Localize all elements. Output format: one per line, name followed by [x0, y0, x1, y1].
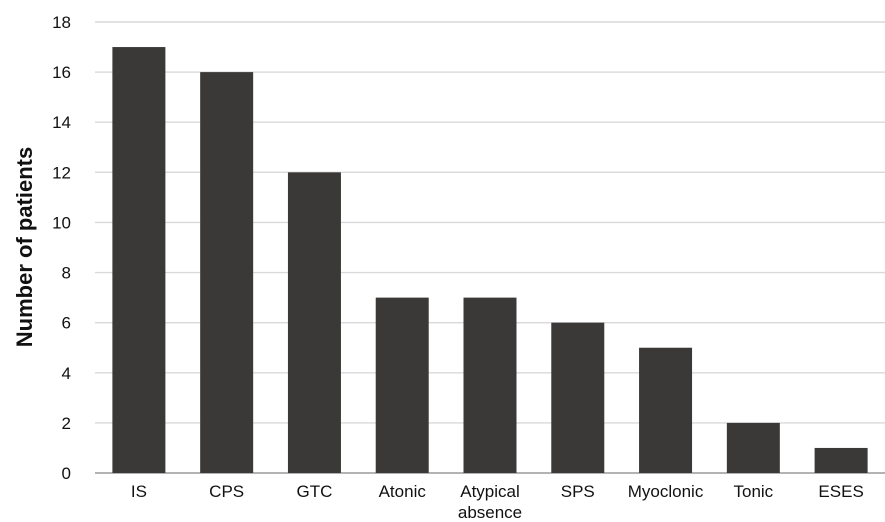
x-tick-label: Atypical absence	[458, 482, 522, 522]
bar-gtc	[287, 172, 341, 474]
x-tick-label: Myoclonic	[628, 482, 704, 501]
bar-tonic	[726, 422, 780, 473]
bar-cps	[200, 72, 254, 473]
bar-myoclonic	[639, 347, 693, 473]
bar-eses	[814, 447, 868, 473]
y-axis-title: Number of patients	[12, 147, 37, 347]
bar-is	[112, 47, 166, 474]
x-tick-label: GTC	[296, 482, 332, 501]
x-tick-label: Atonic	[379, 482, 427, 501]
x-tick-label: IS	[131, 482, 147, 501]
y-tick-label: 4	[62, 364, 71, 383]
y-axis: 0 2 4 6 8 10 12 14 16 18	[52, 13, 71, 483]
y-tick-label: 2	[62, 414, 71, 433]
bar-sps	[551, 322, 605, 473]
bar-series	[112, 47, 868, 474]
y-tick-label: 10	[52, 213, 71, 232]
x-tick-label: CPS	[209, 482, 244, 501]
x-tick-label: ESES	[818, 482, 863, 501]
bar-atypical	[463, 297, 517, 473]
y-tick-label: 8	[62, 264, 71, 283]
y-tick-label: 14	[52, 113, 71, 132]
y-tick-label: 6	[62, 314, 71, 333]
y-tick-label: 16	[52, 63, 71, 82]
x-axis: IS CPS GTC Atonic Atypical absence SPS Myocloni…	[131, 482, 864, 522]
x-tick-label: SPS	[561, 482, 595, 501]
y-tick-label: 18	[52, 13, 71, 32]
y-tick-label: 0	[62, 464, 71, 483]
bar-atonic	[375, 297, 429, 473]
x-tick-label: Tonic	[733, 482, 773, 501]
y-tick-label: 12	[52, 163, 71, 182]
